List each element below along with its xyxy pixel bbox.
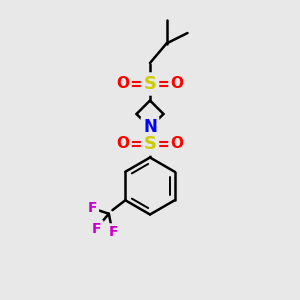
Text: O: O [170, 136, 184, 152]
Text: F: F [109, 225, 118, 239]
Text: F: F [92, 222, 102, 236]
Text: F: F [88, 201, 97, 215]
Text: O: O [116, 136, 130, 152]
Text: S: S [143, 75, 157, 93]
Text: O: O [116, 76, 130, 92]
Text: S: S [143, 135, 157, 153]
Text: O: O [170, 76, 184, 92]
Text: N: N [143, 118, 157, 136]
